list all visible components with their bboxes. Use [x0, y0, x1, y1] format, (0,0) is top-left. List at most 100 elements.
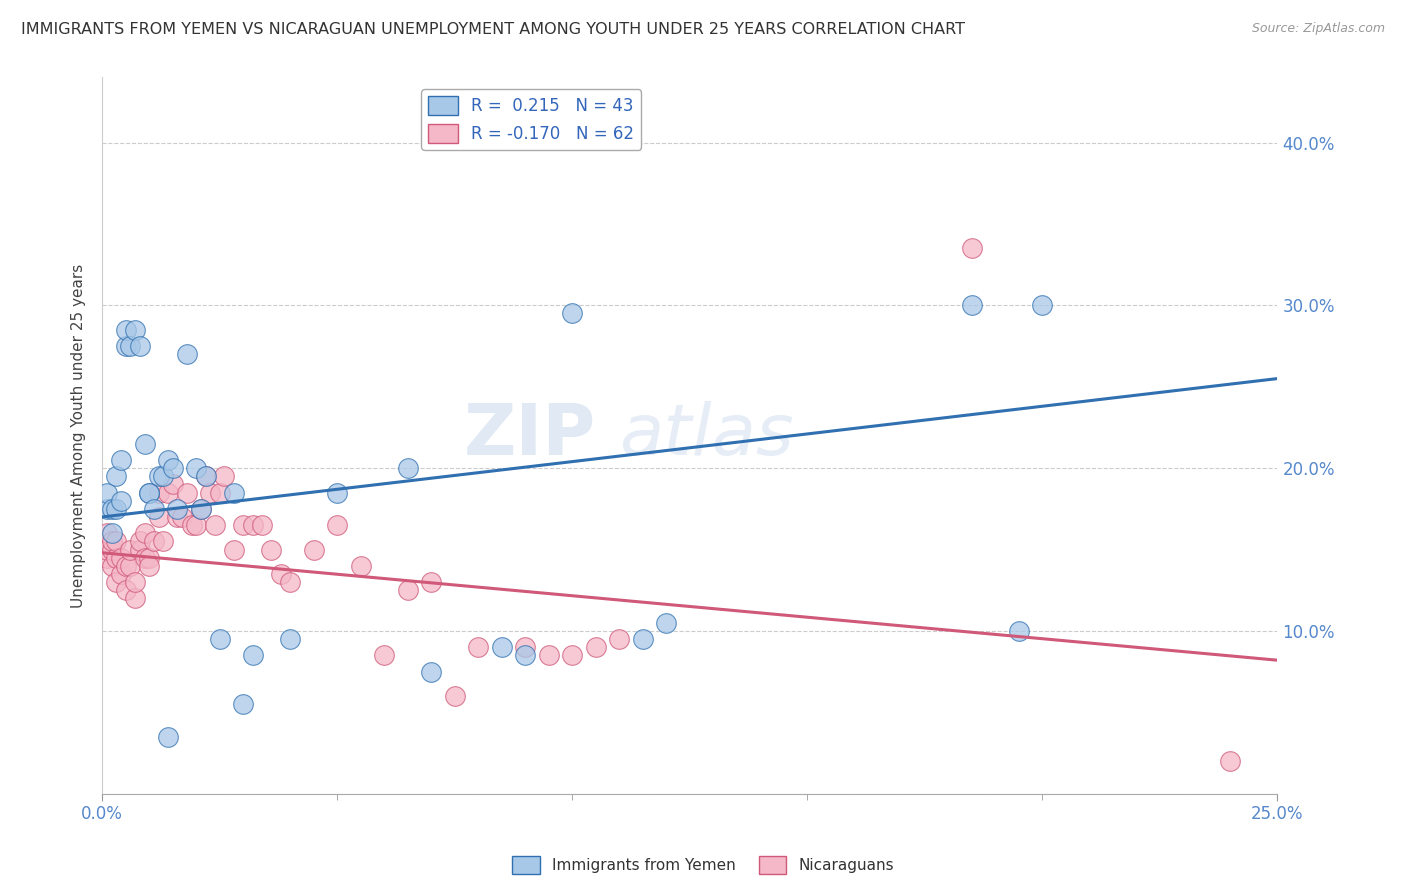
- Point: [110, 566, 132, 581]
- Text: Source: ZipAtlas.com: Source: ZipAtlas.com: [1251, 22, 1385, 36]
- Point: [396, 461, 419, 475]
- Point: [214, 469, 236, 483]
- Point: [960, 241, 983, 255]
- Y-axis label: Unemployment Among Youth under 25 years: Unemployment Among Youth under 25 years: [72, 263, 86, 607]
- Point: [326, 485, 349, 500]
- Point: [260, 542, 283, 557]
- Point: [655, 615, 678, 630]
- Point: [105, 534, 128, 549]
- Point: [128, 542, 150, 557]
- Point: [110, 493, 132, 508]
- Text: atlas: atlas: [619, 401, 794, 470]
- Point: [491, 640, 513, 655]
- Point: [186, 461, 208, 475]
- Point: [373, 648, 395, 663]
- Point: [96, 526, 118, 541]
- Point: [515, 648, 537, 663]
- Point: [302, 542, 325, 557]
- Point: [631, 632, 654, 646]
- Legend: Immigrants from Yemen, Nicaraguans: Immigrants from Yemen, Nicaraguans: [506, 850, 900, 880]
- Point: [515, 640, 537, 655]
- Point: [326, 518, 349, 533]
- Point: [190, 501, 212, 516]
- Point: [222, 542, 245, 557]
- Point: [96, 542, 118, 557]
- Point: [250, 518, 273, 533]
- Point: [138, 558, 160, 573]
- Point: [120, 339, 142, 353]
- Point: [142, 501, 165, 516]
- Point: [585, 640, 607, 655]
- Point: [232, 697, 254, 711]
- Point: [148, 510, 170, 524]
- Point: [124, 591, 146, 606]
- Point: [128, 339, 150, 353]
- Point: [190, 501, 212, 516]
- Point: [110, 550, 132, 565]
- Point: [157, 453, 180, 467]
- Point: [278, 575, 301, 590]
- Point: [157, 730, 180, 744]
- Point: [396, 583, 419, 598]
- Point: [134, 550, 156, 565]
- Point: [176, 485, 198, 500]
- Point: [114, 323, 136, 337]
- Point: [166, 501, 188, 516]
- Point: [204, 518, 226, 533]
- Point: [561, 648, 583, 663]
- Point: [172, 510, 194, 524]
- Point: [120, 558, 142, 573]
- Point: [134, 436, 156, 450]
- Point: [124, 323, 146, 337]
- Point: [232, 518, 254, 533]
- Point: [1219, 754, 1241, 768]
- Point: [105, 575, 128, 590]
- Point: [420, 575, 443, 590]
- Text: ZIP: ZIP: [464, 401, 596, 470]
- Point: [537, 648, 560, 663]
- Point: [96, 485, 118, 500]
- Point: [105, 469, 128, 483]
- Point: [138, 485, 160, 500]
- Text: IMMIGRANTS FROM YEMEN VS NICARAGUAN UNEMPLOYMENT AMONG YOUTH UNDER 25 YEARS CORR: IMMIGRANTS FROM YEMEN VS NICARAGUAN UNEM…: [21, 22, 965, 37]
- Point: [96, 550, 118, 565]
- Point: [114, 558, 136, 573]
- Point: [443, 689, 465, 703]
- Point: [607, 632, 630, 646]
- Point: [157, 485, 180, 500]
- Point: [278, 632, 301, 646]
- Point: [100, 534, 122, 549]
- Point: [114, 583, 136, 598]
- Point: [242, 518, 264, 533]
- Legend: R =  0.215   N = 43, R = -0.170   N = 62: R = 0.215 N = 43, R = -0.170 N = 62: [422, 89, 641, 150]
- Point: [420, 665, 443, 679]
- Point: [270, 566, 292, 581]
- Point: [100, 501, 122, 516]
- Point: [138, 550, 160, 565]
- Point: [176, 347, 198, 361]
- Point: [222, 485, 245, 500]
- Point: [162, 461, 184, 475]
- Point: [186, 518, 208, 533]
- Point: [350, 558, 373, 573]
- Point: [120, 542, 142, 557]
- Point: [114, 339, 136, 353]
- Point: [148, 485, 170, 500]
- Point: [134, 526, 156, 541]
- Point: [180, 518, 202, 533]
- Point: [100, 558, 122, 573]
- Point: [152, 534, 174, 549]
- Point: [128, 534, 150, 549]
- Point: [142, 534, 165, 549]
- Point: [100, 526, 122, 541]
- Point: [138, 485, 160, 500]
- Point: [105, 501, 128, 516]
- Point: [124, 575, 146, 590]
- Point: [166, 510, 188, 524]
- Point: [96, 501, 118, 516]
- Point: [208, 632, 231, 646]
- Point: [467, 640, 489, 655]
- Point: [152, 469, 174, 483]
- Point: [242, 648, 264, 663]
- Point: [105, 550, 128, 565]
